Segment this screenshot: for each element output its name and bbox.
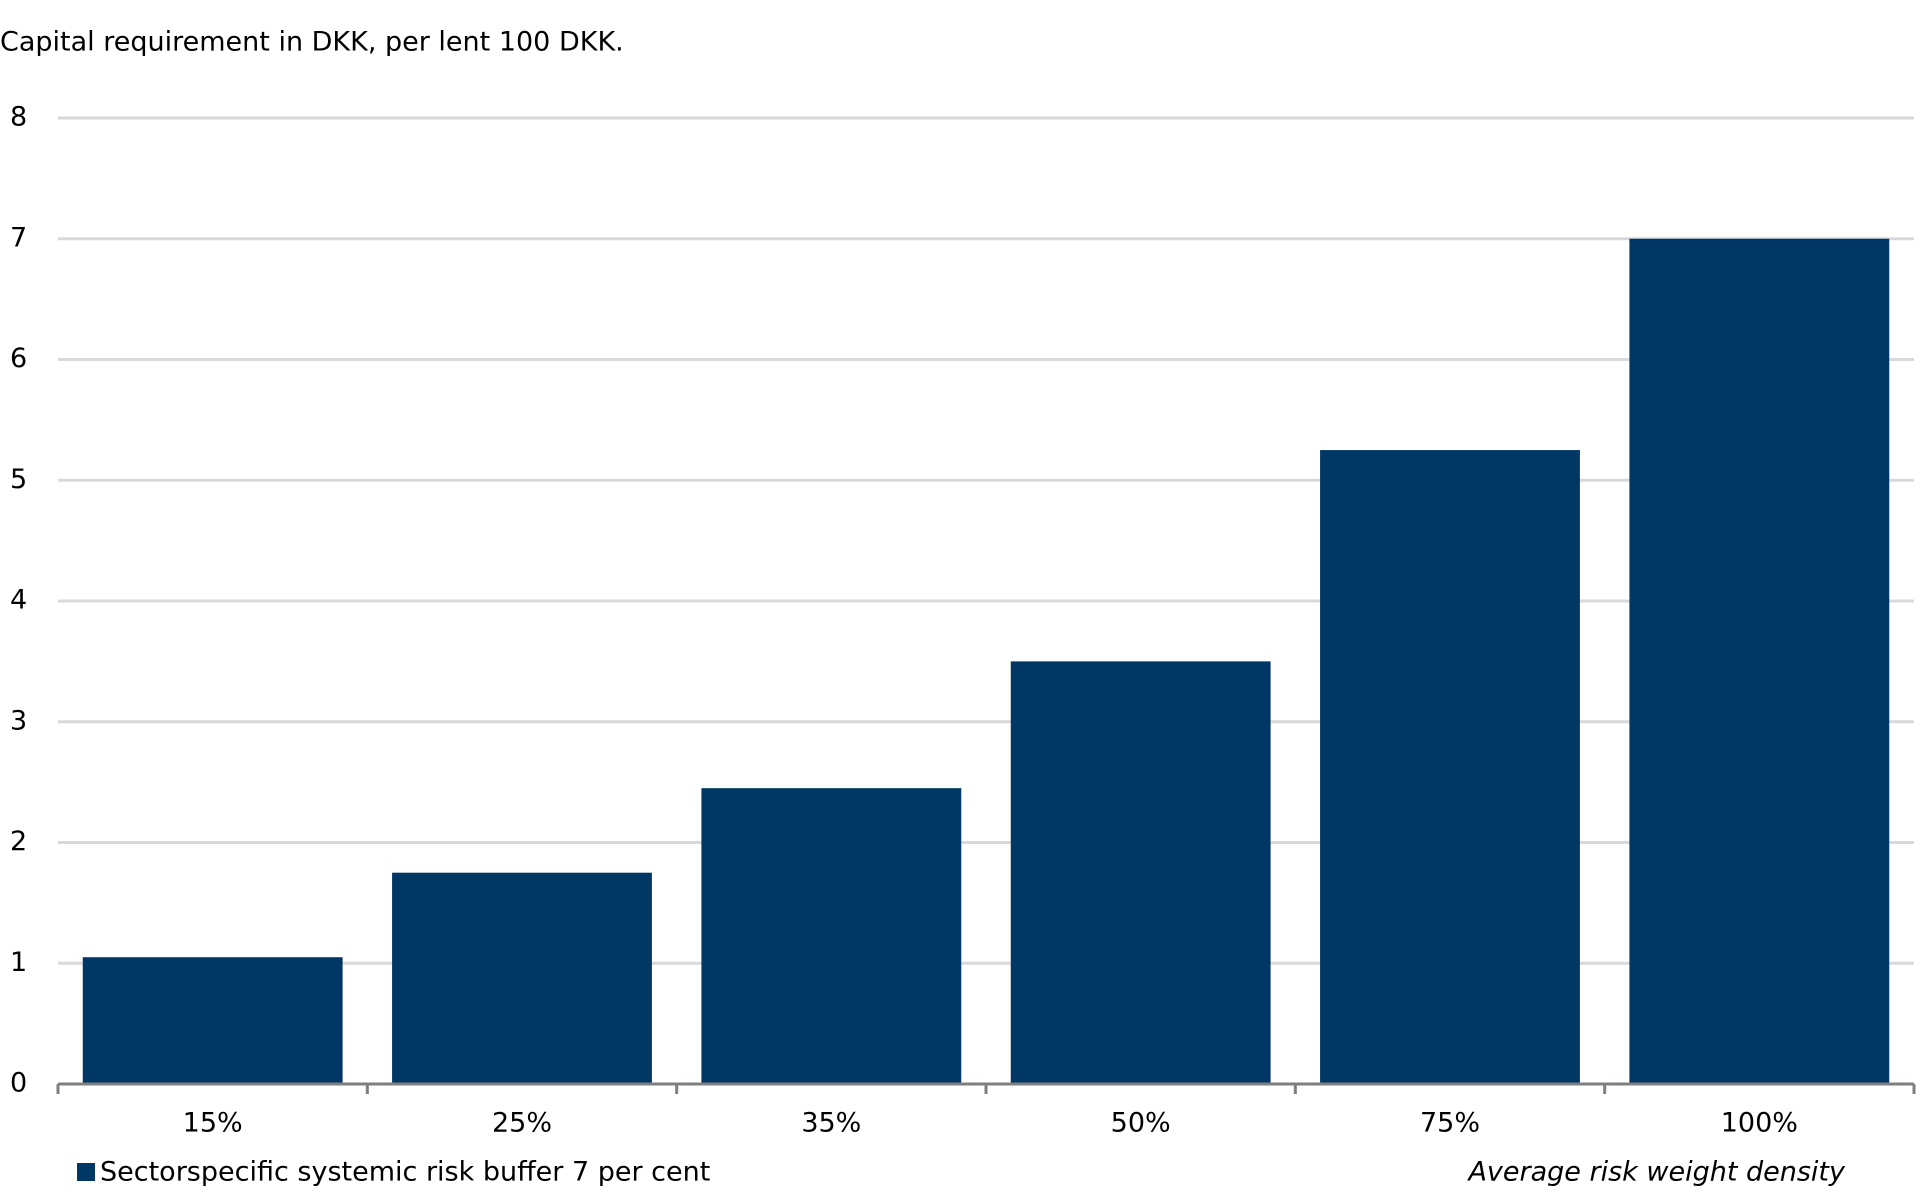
y-tick-label: 2 — [10, 826, 27, 857]
y-tick-label: 6 — [10, 343, 27, 374]
x-tick-label: 50% — [1111, 1108, 1171, 1139]
y-tick-label: 0 — [10, 1068, 27, 1099]
bar — [1010, 661, 1271, 1084]
legend-label: Sectorspecific systemic risk buffer 7 pe… — [100, 1157, 710, 1188]
legend-swatch — [77, 1163, 95, 1181]
y-tick-label: 5 — [10, 464, 27, 495]
bar — [392, 872, 652, 1084]
bar — [82, 957, 343, 1084]
x-tick-label: 75% — [1420, 1108, 1480, 1139]
x-axis-label: Average risk weight density — [1466, 1157, 1846, 1188]
y-tick-label: 7 — [10, 222, 27, 253]
x-tick-label: 100% — [1721, 1108, 1798, 1139]
bar — [701, 788, 962, 1084]
x-tick-label: 25% — [492, 1108, 552, 1139]
bar — [1629, 238, 1890, 1084]
bar — [1320, 450, 1580, 1084]
x-tick-label: 35% — [801, 1108, 861, 1139]
y-tick-label: 3 — [10, 705, 27, 736]
chart-title: Capital requirement in DKK, per lent 100… — [0, 27, 624, 58]
y-tick-label: 4 — [10, 585, 27, 616]
x-tick-label: 15% — [183, 1108, 243, 1139]
y-tick-label: 8 — [10, 102, 27, 133]
y-tick-label: 1 — [10, 947, 27, 978]
